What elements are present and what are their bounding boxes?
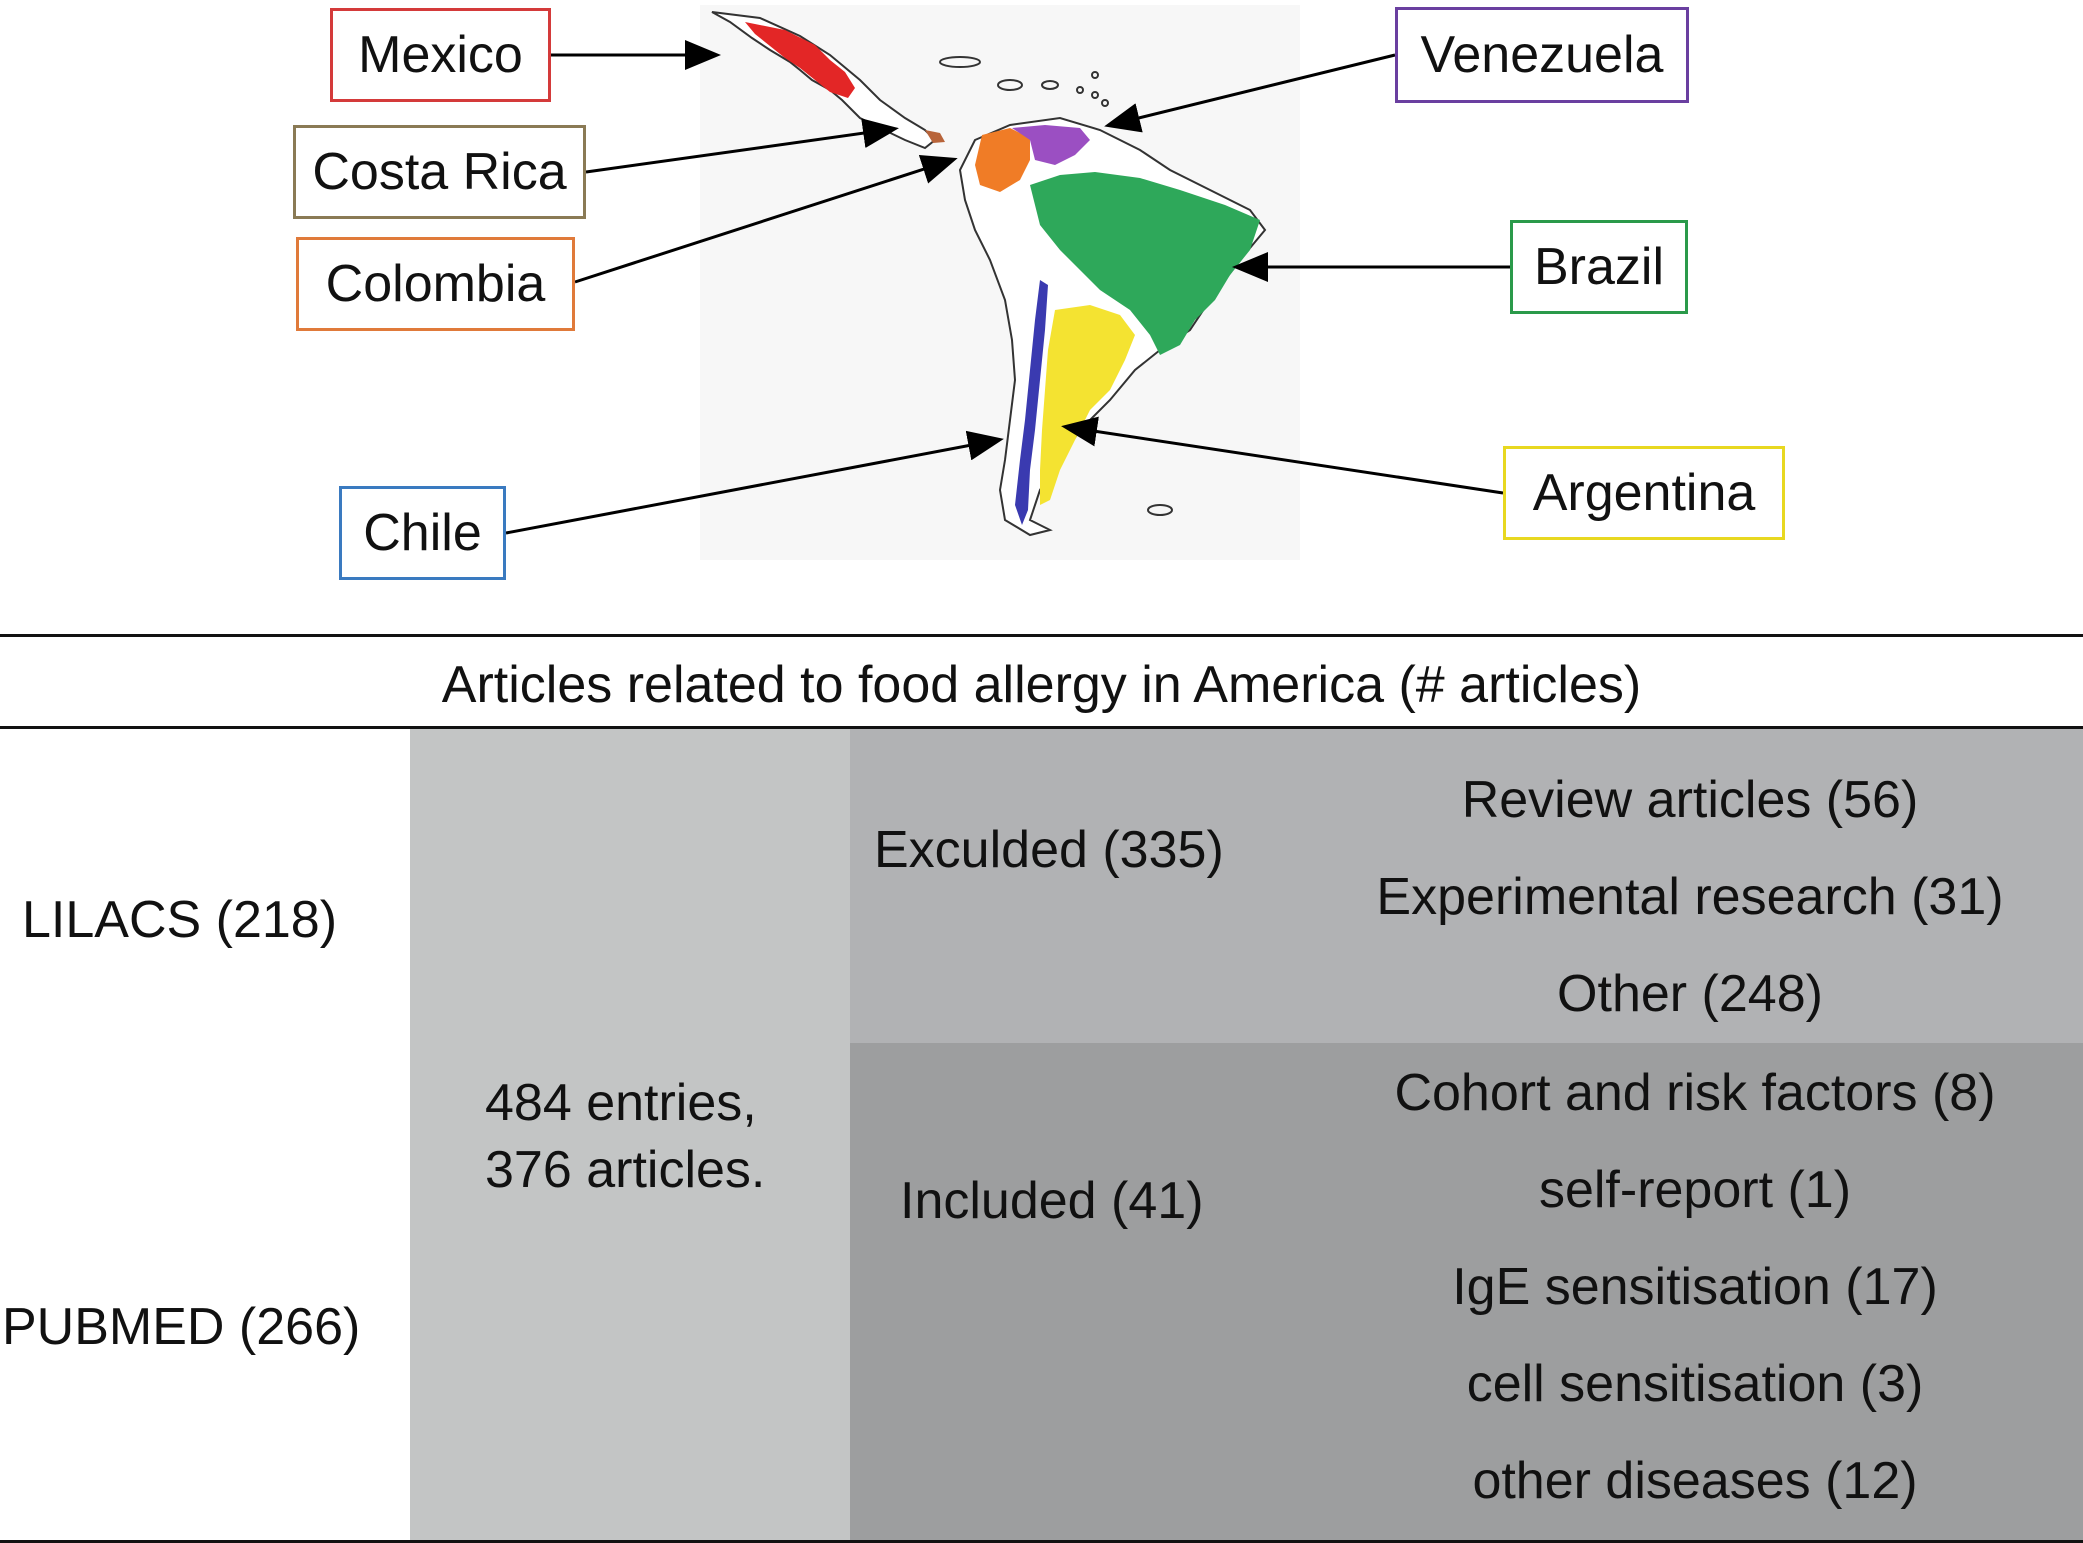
included-items: Cohort and risk factors (8) self-report …: [1320, 1045, 2070, 1530]
venezuela-arrow: [1104, 53, 1396, 133]
country-map-panel: Mexico Costa Rica Colombia Chile Venezue…: [0, 0, 2083, 630]
lilacs-label: LILACS (218): [22, 891, 338, 949]
argentina-label: Argentina: [1503, 446, 1785, 540]
costa-rica-label: Costa Rica: [293, 125, 586, 219]
included-item: cell sensitisation (3): [1466, 1355, 1924, 1413]
included-label: Included (41): [900, 1172, 1204, 1230]
mexico-shape: [745, 22, 855, 98]
brazil-label: Brazil: [1510, 220, 1688, 314]
included-item: self-report (1): [1538, 1161, 1852, 1219]
venezuela-shape: [1012, 125, 1090, 165]
mexico-label: Mexico: [330, 8, 551, 102]
entries-cell: 484 entries, 376 articles.: [410, 729, 850, 1541]
caribbean-islands: [939, 56, 1173, 516]
included-item: IgE sensitisation (17): [1452, 1258, 1938, 1316]
included-item: other diseases (12): [1472, 1452, 1918, 1510]
latin-america-map: [505, 11, 1510, 537]
argentina-shape: [1040, 305, 1135, 505]
colombia-shape: [975, 128, 1030, 192]
chile-arrow: [505, 430, 1004, 535]
table-header-rule: [0, 726, 2083, 729]
excluded-items: Review articles (56) Experimental resear…: [1320, 752, 2060, 1043]
argentina-arrow: [1061, 416, 1504, 495]
costa-rica-arrow: [585, 118, 899, 174]
table-title: Articles related to food allergy in Amer…: [441, 656, 1642, 714]
excluded-label: Exculded (335): [874, 821, 1224, 879]
colombia-label: Colombia: [296, 237, 575, 331]
pubmed-label: PUBMED (266): [2, 1298, 361, 1356]
included-cell: Included (41) Cohort and risk factors (8…: [850, 1043, 2083, 1541]
included-item: Cohort and risk factors (8): [1394, 1064, 1996, 1122]
costa-rica-shape: [925, 130, 945, 143]
table-top-rule: [0, 634, 2083, 637]
brazil-shape: [1030, 172, 1260, 355]
chile-label: Chile: [339, 486, 506, 580]
entries-line-1: 484 entries,: [485, 1074, 757, 1132]
colombia-arrow: [574, 154, 958, 284]
chile-shape: [1015, 280, 1048, 525]
table-bottom-rule: [0, 1540, 2083, 1543]
entries-line-2: 376 articles.: [485, 1141, 766, 1199]
excluded-item: Experimental research (31): [1376, 868, 2004, 926]
venezuela-label: Venezuela: [1395, 7, 1689, 103]
excluded-cell: Exculded (335) Review articles (56) Expe…: [850, 729, 2083, 1043]
excluded-item: Review articles (56): [1461, 771, 1919, 829]
excluded-item: Other (248): [1557, 965, 1823, 1023]
